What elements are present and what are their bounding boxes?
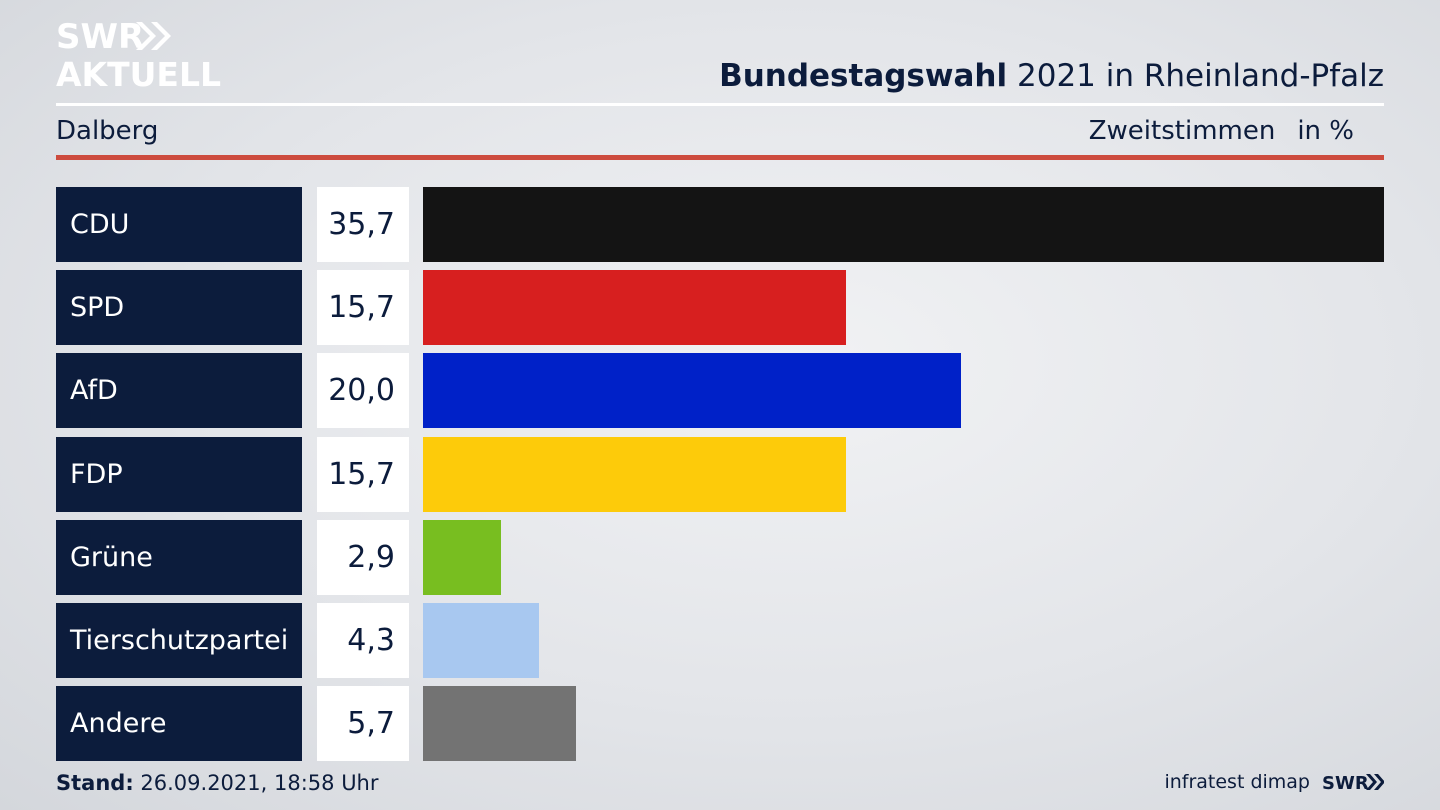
value-label: 15,7 <box>317 436 409 512</box>
stand-value: 26.09.2021, 18:58 Uhr <box>140 771 379 795</box>
bar <box>423 187 1384 262</box>
stand-label: Stand: <box>56 771 134 795</box>
chart-row: Tierschutzpartei 4,3 <box>56 603 1384 678</box>
title-rest: 2021 in Rheinland-Pfalz <box>1017 58 1384 94</box>
measure-unit: in % <box>1297 116 1354 146</box>
title-bold: Bundestagswahl <box>719 58 1008 94</box>
logo-swr-text: SWR <box>56 17 144 57</box>
swr-aktuell-logo: SWR AKTUELL <box>56 16 226 92</box>
bar <box>423 270 846 346</box>
party-label: Andere <box>56 686 302 762</box>
value-label: 15,7 <box>317 270 409 346</box>
accent-divider <box>56 155 1384 160</box>
bar-chart: CDU 35,7 SPD 15,7 AfD 20,0 FDP 15,7 Grüne 2,9 Tier… <box>56 187 1384 763</box>
bar <box>423 436 846 512</box>
value-label: 20,0 <box>317 353 409 429</box>
party-label: AfD <box>56 353 302 429</box>
chart-row: Andere 5,7 <box>56 686 1384 762</box>
chart-row: Grüne 2,9 <box>56 519 1384 595</box>
page-title: Bundestagswahl 2021 in Rheinland-Pfalz <box>719 58 1384 94</box>
party-label: Tierschutzpartei <box>56 603 302 678</box>
measure-name: Zweitstimmen <box>1088 116 1276 146</box>
chart-row: AfD 20,0 <box>56 353 1384 429</box>
logo-aktuell-text: AKTUELL <box>56 55 221 92</box>
value-label: 2,9 <box>317 519 409 595</box>
brand-text: SWR <box>1322 773 1369 793</box>
measure-label: Zweitstimmen in % <box>1089 116 1354 146</box>
bar <box>423 353 961 429</box>
party-label: Grüne <box>56 519 302 595</box>
bar <box>423 603 539 678</box>
chart-row: FDP 15,7 <box>56 436 1384 512</box>
source-label: infratest dimap <box>1164 771 1310 793</box>
region-label: Dalberg <box>56 116 159 146</box>
party-label: SPD <box>56 270 302 346</box>
value-label: 4,3 <box>317 603 409 678</box>
chart-row: CDU 35,7 <box>56 187 1384 262</box>
value-label: 35,7 <box>317 187 409 262</box>
timestamp: Stand: 26.09.2021, 18:58 Uhr <box>56 771 379 795</box>
chart-row: SPD 15,7 <box>56 270 1384 346</box>
bar <box>423 686 576 762</box>
bar <box>423 519 501 595</box>
header-divider <box>56 103 1384 106</box>
party-label: CDU <box>56 187 302 262</box>
value-label: 5,7 <box>317 686 409 762</box>
footer-credits: infratest dimap SWR <box>1164 771 1384 793</box>
swr-brand-logo: SWR <box>1322 771 1384 793</box>
party-label: FDP <box>56 436 302 512</box>
